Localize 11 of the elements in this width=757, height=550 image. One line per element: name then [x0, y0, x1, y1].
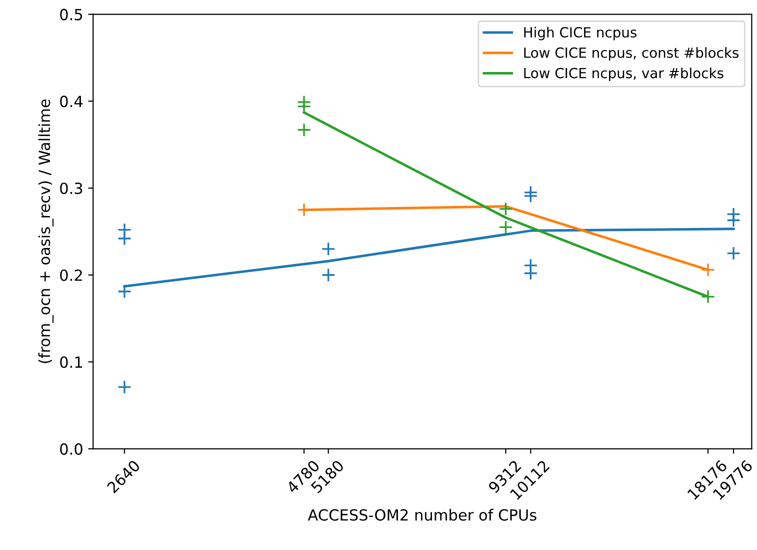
y-tick-label: 0.0	[60, 443, 82, 455]
y-tick-label: 0.4	[60, 96, 83, 108]
y-tick-label: 0.1	[60, 356, 82, 368]
y-tick-label: 0.3	[60, 182, 82, 194]
legend-label: Low CICE ncpus, var #blocks	[524, 68, 724, 82]
legend-label: High CICE ncpus	[524, 26, 637, 40]
legend-label: Low CICE ncpus, const #blocks	[524, 47, 739, 61]
y-tick-label: 0.5	[60, 8, 82, 20]
y-axis-title: (from_ocn + oasis_recv) / Walltime	[38, 100, 54, 364]
x-axis-title: ACCESS-OM2 number of CPUs	[308, 508, 536, 521]
y-tick-label: 0.2	[60, 269, 82, 282]
